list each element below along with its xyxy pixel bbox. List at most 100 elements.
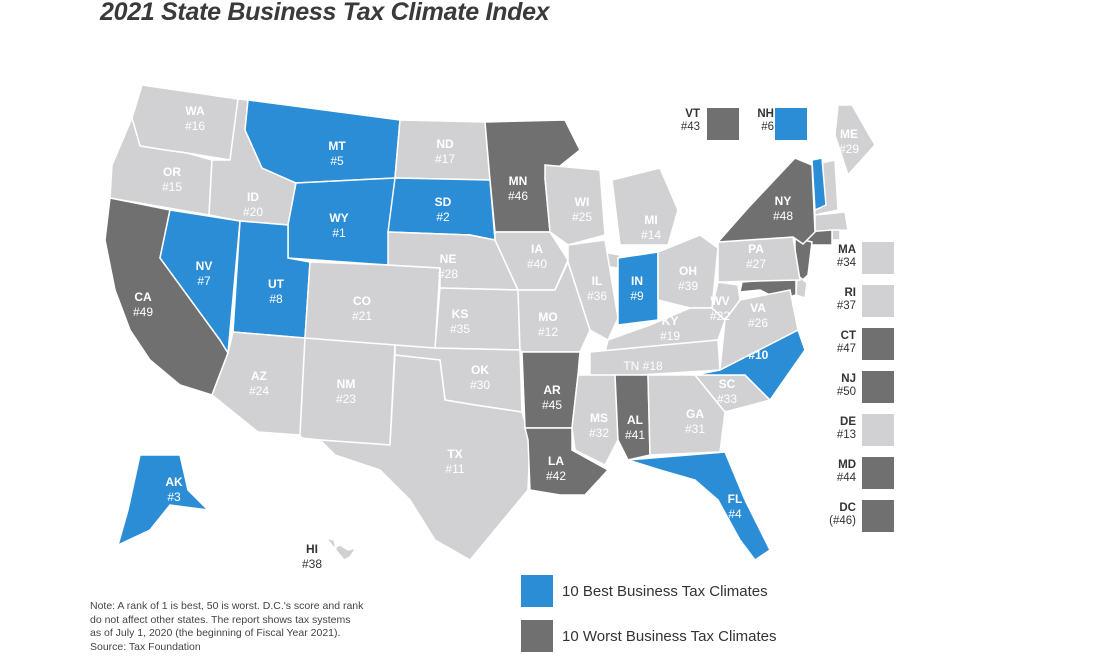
state-abbr-label: NM	[337, 377, 356, 391]
state-rank-label: #8	[269, 292, 283, 306]
side-item-nj: NJ #50	[822, 371, 894, 403]
legend-swatch	[521, 575, 553, 607]
state-hi: HI#38	[302, 536, 358, 571]
state-abbr-label: WI	[575, 195, 590, 209]
state-wi: WI#25	[544, 164, 606, 246]
state-rank-label: #28	[438, 267, 458, 281]
state-shape	[387, 177, 496, 241]
state-rank-label: #24	[249, 384, 269, 398]
state-abbr-label: SC	[719, 377, 736, 391]
side-item-text: DC (#46)	[822, 502, 856, 528]
state-wy: WY#1	[287, 177, 396, 266]
state-rank-label: #40	[527, 257, 547, 271]
state-abbr-label: MN	[509, 174, 528, 188]
state-mo: MO#12	[517, 259, 591, 353]
state-ga: GA#31	[647, 374, 726, 456]
state-shape	[287, 177, 396, 266]
legend-item-worst: 10 Worst Business Tax Climates	[521, 620, 777, 652]
state-abbr-label: HI	[306, 542, 318, 556]
state-rank-label: #45	[542, 398, 562, 412]
state-rank-label: #35	[450, 322, 470, 336]
side-item-ct: CT #47	[822, 328, 894, 360]
side-rank: #47	[836, 343, 856, 355]
state-mn: MN#46	[484, 119, 581, 233]
side-item-text: CT #47	[822, 330, 856, 356]
state-rank-label: #41	[625, 428, 645, 442]
side-item-dc: DC (#46)	[822, 500, 894, 532]
state-rank-label: #19	[660, 329, 680, 343]
side-rank: #13	[836, 429, 856, 441]
note-line: as of July 1, 2020 (the beginning of Fis…	[90, 627, 341, 639]
state-rank-label: #15	[162, 180, 182, 194]
state-rank-label: #1	[332, 226, 346, 240]
state-abbr-label: ID	[247, 190, 259, 204]
side-rank: #34	[836, 257, 856, 269]
state-abbr-label: ND	[436, 137, 454, 151]
state-abbr-label: OR	[163, 165, 181, 179]
side-swatch	[862, 414, 894, 446]
state-rank-label: #7	[197, 274, 211, 288]
state-abbr-label: TX	[447, 447, 462, 461]
state-rank-label: #46	[508, 189, 528, 203]
state-la: LA#42	[524, 427, 610, 496]
note-block: Note: A rank of 1 is best, 50 is worst. …	[90, 600, 420, 654]
side-item-text: RI #37	[822, 287, 856, 313]
state-abbr-label: ME	[840, 127, 858, 141]
state-rank-label: #12	[538, 325, 558, 339]
state-tn: TN #18	[589, 339, 721, 379]
state-shape	[524, 427, 610, 496]
state-abbr-label: NV	[196, 259, 213, 273]
map-title: 2021 State Business Tax Climate Index	[100, 0, 550, 26]
state-mi: MI#14	[611, 167, 679, 246]
corner-abbr: NH	[757, 108, 774, 120]
side-abbr: RI	[844, 287, 857, 299]
state-abbr-label: KY	[662, 314, 679, 328]
note-line: do not affect other states. The report s…	[90, 613, 351, 626]
corner-rank: #6	[761, 121, 774, 133]
state-wv: WV#22	[710, 281, 741, 323]
side-item-text: MA #34	[822, 244, 856, 270]
state-rank-label: #11	[445, 462, 464, 476]
state-pa: PA#27	[717, 236, 801, 283]
state-region	[831, 229, 841, 241]
side-item-ma: MA #34	[822, 242, 894, 274]
legend-item-best: 10 Best Business Tax Climates	[521, 575, 768, 607]
state-abbr-label: MS	[590, 411, 608, 425]
state-rank-label: #33	[717, 392, 737, 406]
state-rank-label: #49	[133, 305, 153, 319]
corner-swatch-nh	[775, 108, 807, 140]
state-rank-label: #4	[728, 507, 742, 521]
state-abbr-label: NY	[775, 194, 792, 208]
state-abbr-label: IN	[631, 274, 643, 288]
state-ks: KS#35	[434, 287, 521, 351]
state-abbr-label: VA	[750, 301, 766, 315]
side-abbr: MA	[838, 244, 856, 256]
state-abbr-label: AK	[165, 475, 183, 489]
state-shape	[517, 259, 591, 353]
side-abbr: NJ	[841, 373, 856, 385]
state-abbr-label: UT	[268, 277, 285, 291]
state-abbr-label: IA	[531, 242, 543, 256]
state-me: ME#29	[834, 104, 876, 177]
corner-label-nh: NH #6	[740, 108, 774, 134]
state-abbr-label: MI	[644, 213, 657, 227]
state-abbr-label: OK	[471, 363, 489, 377]
side-swatch	[862, 371, 894, 403]
corner-label-vt: VT #43	[666, 108, 700, 134]
state-rank-label: #30	[470, 378, 490, 392]
state-rank-label: #32	[589, 426, 609, 440]
state-shape	[647, 374, 726, 456]
legend-label: 10 Best Business Tax Climates	[562, 582, 768, 600]
side-rank: #44	[836, 472, 856, 484]
side-item-ri: RI #37	[822, 285, 894, 317]
state-oh: OH#39	[657, 234, 719, 309]
state-abbr-label: AR	[543, 383, 561, 397]
side-item-text: MD #44	[822, 459, 856, 485]
state-shape	[116, 454, 211, 547]
state-rank-label: #20	[243, 205, 263, 219]
state-ny: NY#48	[716, 157, 816, 245]
legend-swatch	[521, 620, 553, 652]
state-shape	[318, 354, 531, 561]
state-rank-label: #29	[839, 142, 859, 156]
state-rank-label: #39	[678, 279, 698, 293]
